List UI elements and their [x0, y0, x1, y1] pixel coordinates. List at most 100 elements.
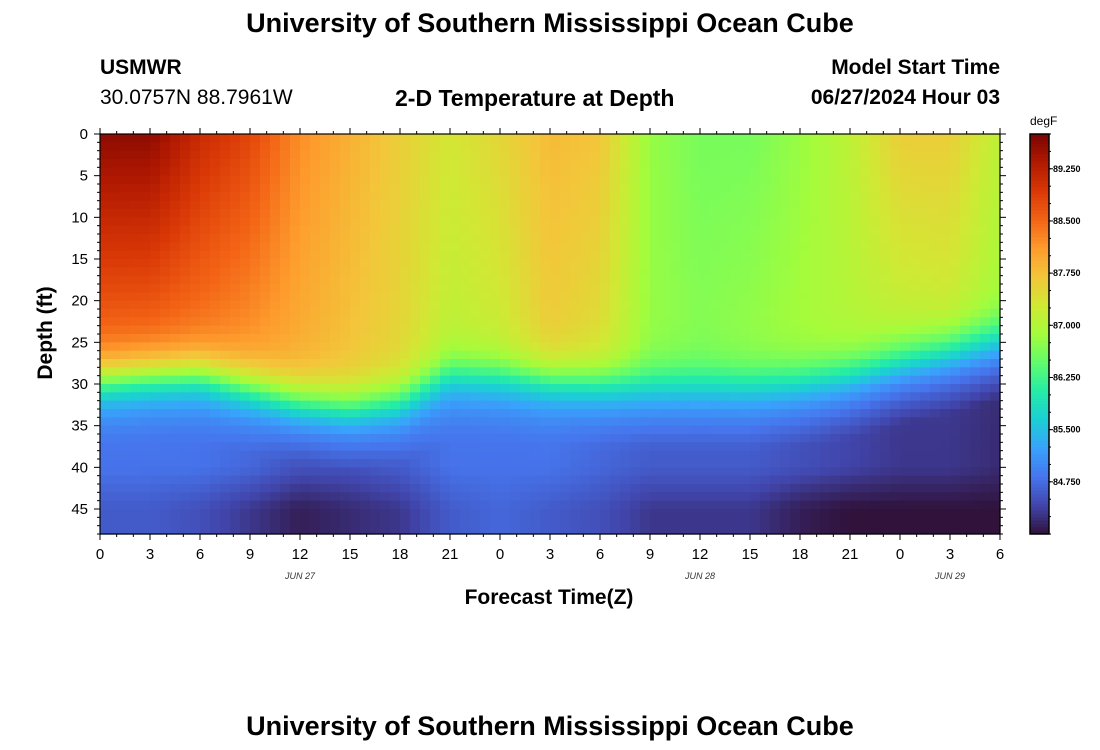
- heatmap-cell: [770, 192, 781, 202]
- heatmap-cell: [360, 384, 371, 393]
- heatmap-cell: [490, 209, 501, 218]
- heatmap-cell: [820, 309, 831, 318]
- heatmap-cell: [460, 350, 471, 360]
- heatmap-cell: [940, 492, 951, 502]
- heatmap-cell: [950, 384, 961, 393]
- heatmap-cell: [110, 367, 121, 377]
- heatmap-cell: [530, 400, 541, 410]
- heatmap-cell: [950, 192, 961, 202]
- heatmap-cell: [950, 342, 961, 352]
- heatmap-cell: [610, 467, 621, 477]
- heatmap-cell: [600, 475, 611, 485]
- heatmap-cell: [250, 417, 261, 427]
- plot-title: 2-D Temperature at Depth: [395, 85, 675, 111]
- heatmap-cell: [990, 342, 1001, 352]
- heatmap-cell: [790, 409, 801, 418]
- x-tick-label: 3: [946, 546, 954, 563]
- heatmap-cell: [480, 459, 491, 468]
- colorbar-segment: [1030, 200, 1049, 205]
- heatmap-cell: [650, 384, 661, 393]
- heatmap-cell: [460, 484, 471, 493]
- heatmap-cell: [140, 209, 151, 218]
- heatmap-cell: [190, 317, 201, 327]
- heatmap-cell: [350, 509, 361, 518]
- heatmap-cell: [810, 467, 821, 477]
- heatmap-cell: [950, 217, 961, 227]
- heatmap-cell: [180, 134, 191, 143]
- heatmap-cell: [150, 500, 161, 510]
- heatmap-cell: [570, 242, 581, 252]
- heatmap-cell: [750, 284, 761, 293]
- heatmap-cell: [310, 192, 321, 202]
- heatmap-cell: [760, 142, 771, 152]
- heatmap-cell: [860, 375, 871, 385]
- heatmap-cell: [560, 192, 571, 202]
- heatmap-cell: [960, 325, 971, 335]
- heatmap-cell: [310, 484, 321, 493]
- heatmap-cell: [360, 159, 371, 168]
- heatmap-cell: [510, 425, 521, 435]
- heatmap-cell: [100, 467, 111, 477]
- heatmap-cell: [660, 509, 671, 518]
- heatmap-cell: [490, 500, 501, 510]
- heatmap-cell: [410, 425, 421, 435]
- heatmap-cell: [490, 134, 501, 143]
- heatmap-cell: [420, 384, 431, 393]
- heatmap-cell: [160, 284, 171, 293]
- heatmap-cell: [800, 234, 811, 243]
- heatmap-cell: [770, 259, 781, 268]
- heatmap-cell: [600, 250, 611, 260]
- heatmap-cell: [600, 367, 611, 377]
- heatmap-cell: [430, 342, 441, 352]
- heatmap-cell: [740, 425, 751, 435]
- heatmap-cell: [870, 250, 881, 260]
- heatmap-cell: [140, 234, 151, 243]
- heatmap-cell: [980, 484, 991, 493]
- heatmap-cell: [830, 134, 841, 143]
- heatmap-cell: [180, 292, 191, 302]
- heatmap-cell: [640, 525, 651, 535]
- heatmap-cell: [780, 200, 791, 210]
- heatmap-cell: [710, 259, 721, 268]
- heatmap-cell: [660, 225, 671, 235]
- heatmap-cell: [410, 275, 421, 285]
- heatmap-cell: [650, 459, 661, 468]
- heatmap-cell: [130, 242, 141, 252]
- heatmap-cell: [220, 192, 231, 202]
- heatmap-cell: [900, 442, 911, 452]
- heatmap-cell: [380, 375, 391, 385]
- heatmap-cell: [670, 167, 681, 177]
- heatmap-cell: [230, 342, 241, 352]
- heatmap-cell: [130, 484, 141, 493]
- heatmap-cell: [550, 200, 561, 210]
- heatmap-cell: [770, 150, 781, 160]
- heatmap-cell: [630, 392, 641, 402]
- heatmap-cell: [520, 342, 531, 352]
- heatmap-cell: [190, 217, 201, 227]
- heatmap-cell: [210, 317, 221, 327]
- heatmap-cell: [950, 150, 961, 160]
- colorbar-segment: [1030, 250, 1049, 255]
- colorbar-segment: [1030, 354, 1049, 358]
- heatmap-cell: [580, 459, 591, 468]
- heatmap-cell: [390, 225, 401, 235]
- heatmap-cell: [930, 242, 941, 252]
- heatmap-cell: [330, 209, 341, 218]
- heatmap-cell: [590, 150, 601, 160]
- heatmap-cell: [300, 492, 311, 502]
- heatmap-cell: [230, 334, 241, 343]
- heatmap-cell: [710, 159, 721, 168]
- heatmap-cell: [670, 400, 681, 410]
- heatmap-cell: [130, 275, 141, 285]
- heatmap-cell: [570, 350, 581, 360]
- heatmap-cell: [180, 475, 191, 485]
- heatmap-cell: [100, 142, 111, 152]
- heatmap-cell: [340, 400, 351, 410]
- heatmap-cell: [240, 200, 251, 210]
- heatmap-cell: [910, 359, 921, 368]
- heatmap-cell: [250, 525, 261, 535]
- heatmap-cell: [970, 384, 981, 393]
- heatmap-cell: [530, 384, 541, 393]
- heatmap-cell: [450, 434, 461, 443]
- heatmap-cell: [410, 450, 421, 460]
